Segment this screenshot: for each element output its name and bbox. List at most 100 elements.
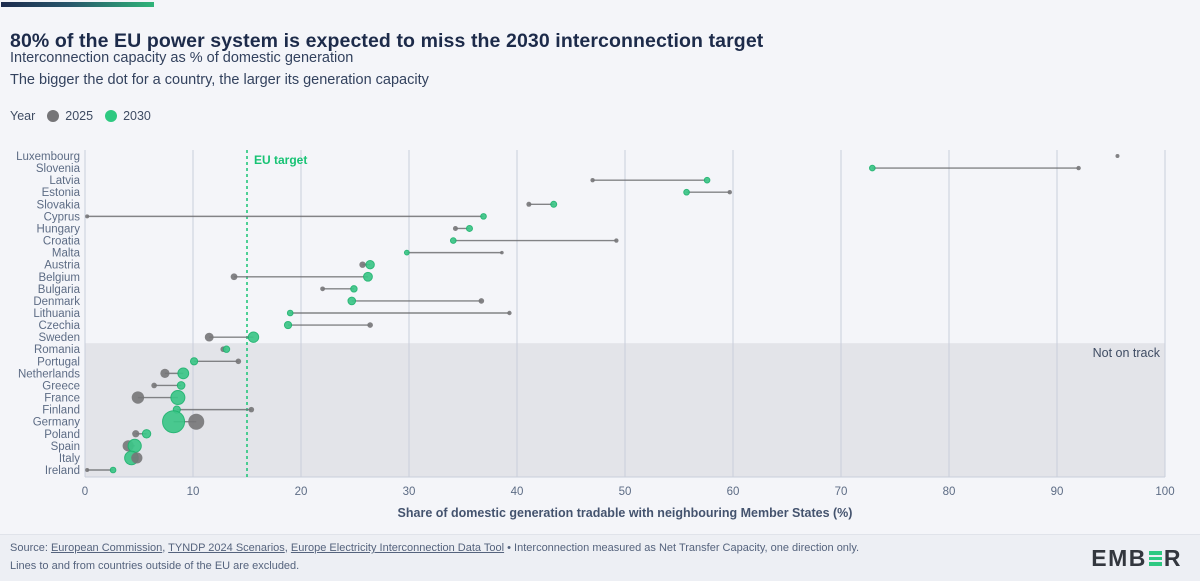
ember-logo: EMB R <box>1091 545 1182 572</box>
x-tick-80: 80 <box>943 486 956 498</box>
dot-2030-portugal <box>189 357 199 366</box>
dot-2030-austria <box>365 259 375 270</box>
dot-2025-slovakia <box>526 201 532 207</box>
country-label-hungary: Hungary <box>37 223 81 235</box>
country-label-poland: Poland <box>44 429 80 441</box>
dot-2030-germany <box>162 410 186 434</box>
ember-logo-e-icon <box>1148 550 1162 567</box>
interconnection-dot-chart: EU target Not on track Luxembourg Slovenia L… <box>0 140 1200 540</box>
source-link-1[interactable]: European Commission <box>50 542 163 554</box>
country-label-lithuania: Lithuania <box>33 308 80 320</box>
ember-logo-text-left: EMB <box>1091 545 1147 571</box>
country-label-latvia: Latvia <box>49 175 80 187</box>
dot-2025-croatia <box>614 238 619 243</box>
source-link-3[interactable]: Europe Electricity Interconnection Data … <box>290 542 505 554</box>
dot-2025-sweden <box>204 332 214 342</box>
chart-subtitle-line-1: Interconnection capacity as % of domesti… <box>10 50 354 66</box>
dot-2030-poland <box>141 429 152 439</box>
dot-2030-latvia <box>703 176 711 184</box>
country-label-netherlands: Netherlands <box>18 368 80 380</box>
country-label-denmark: Denmark <box>33 296 80 308</box>
dot-2025-poland <box>132 430 140 438</box>
dot-2025-hungary <box>452 225 458 231</box>
dot-2025-italy <box>131 452 143 464</box>
legend-year-label: Year <box>10 109 36 123</box>
ember-logo-text-right: R <box>1163 545 1182 571</box>
x-tick-50: 50 <box>619 486 632 498</box>
x-axis-title: Share of domestic generation tradable wi… <box>398 506 853 520</box>
country-label-germany: Germany <box>33 417 81 429</box>
country-label-austria: Austria <box>44 260 80 272</box>
dot-2030-czechia <box>283 320 293 330</box>
source-separator: , <box>284 542 291 554</box>
dot-2030-netherlands <box>177 367 190 380</box>
dot-2025-czechia <box>367 322 373 328</box>
eu-target-label: EU target <box>254 153 307 167</box>
dot-2025-bulgaria <box>320 286 325 292</box>
country-label-greece: Greece <box>42 380 80 392</box>
country-label-cyprus: Cyprus <box>44 211 81 223</box>
country-label-estonia: Estonia <box>42 187 81 199</box>
dot-2025-france <box>131 391 145 404</box>
dot-2030-spain <box>127 438 142 453</box>
country-label-malta: Malta <box>52 248 81 260</box>
country-label-luxembourg: Luxembourg <box>16 151 80 163</box>
dot-2025-netherlands <box>160 368 170 378</box>
dot-2030-belgium <box>363 271 373 282</box>
country-label-finland: Finland <box>42 405 80 417</box>
dot-2025-belgium <box>230 273 238 281</box>
dot-2025-denmark <box>478 298 485 304</box>
dot-2025-finland <box>248 406 255 413</box>
x-tick-10: 10 <box>187 486 200 498</box>
source-line: Source: European Commission, TYNDP 2024 … <box>10 542 859 554</box>
chart-subtitle-line-2: The bigger the dot for a country, the la… <box>10 72 429 88</box>
country-label-czechia: Czechia <box>38 320 80 332</box>
country-label-slovenia: Slovenia <box>36 163 81 175</box>
x-tick-90: 90 <box>1051 486 1064 498</box>
page-title: 80% of the EU power system is expected t… <box>10 30 764 53</box>
dot-2030-estonia <box>683 188 690 196</box>
dot-2030-france <box>170 390 186 406</box>
dot-2025-slovenia <box>1076 165 1081 171</box>
country-label-ireland: Ireland <box>45 465 80 477</box>
source-link-2[interactable]: TYNDP 2024 Scenarios <box>168 542 285 554</box>
dot-2030-greece <box>176 381 186 390</box>
country-label-bulgaria: Bulgaria <box>38 284 81 296</box>
x-tick-30: 30 <box>403 486 416 498</box>
x-tick-70: 70 <box>835 486 848 498</box>
dot-2030-croatia <box>449 237 457 244</box>
dot-2025-portugal <box>235 358 242 365</box>
dot-2025-luxembourg <box>1115 154 1120 158</box>
brand-accent-bar <box>1 2 154 7</box>
x-tick-60: 60 <box>727 486 740 498</box>
legend-2025-label: 2025 <box>65 109 94 123</box>
country-label-france: France <box>44 393 80 405</box>
x-tick-40: 40 <box>511 486 524 498</box>
country-label-italy: Italy <box>59 453 80 465</box>
dot-2030-bulgaria <box>350 285 358 293</box>
country-label-belgium: Belgium <box>38 272 80 284</box>
dot-2025-greece <box>151 382 157 389</box>
dot-2025-ireland <box>85 468 90 472</box>
footer-note-line-2: Lines to and from countries outside of t… <box>10 560 300 572</box>
dot-2025-malta <box>500 250 504 255</box>
x-tick-20: 20 <box>295 486 308 498</box>
dot-2030-malta <box>403 249 410 256</box>
country-label-portugal: Portugal <box>37 356 80 368</box>
dot-2025-latvia <box>590 177 595 183</box>
source-separator: , <box>162 542 169 554</box>
dot-2025-lithuania <box>507 310 512 316</box>
x-tick-0: 0 <box>82 486 88 498</box>
dot-2030-romania <box>222 345 231 353</box>
footer: Source: European Commission, TYNDP 2024 … <box>0 534 1200 581</box>
dot-2030-slovenia <box>869 164 876 172</box>
year-legend: Year 2025 2030 <box>10 109 151 123</box>
dot-2030-denmark <box>347 296 357 306</box>
country-label-romania: Romania <box>34 344 81 356</box>
country-label-croatia: Croatia <box>43 236 81 248</box>
dot-2025-estonia <box>727 190 732 195</box>
not-on-track-label: Not on track <box>1093 346 1161 360</box>
x-tick-100: 100 <box>1155 486 1174 498</box>
dot-2025-cyprus <box>85 214 90 219</box>
